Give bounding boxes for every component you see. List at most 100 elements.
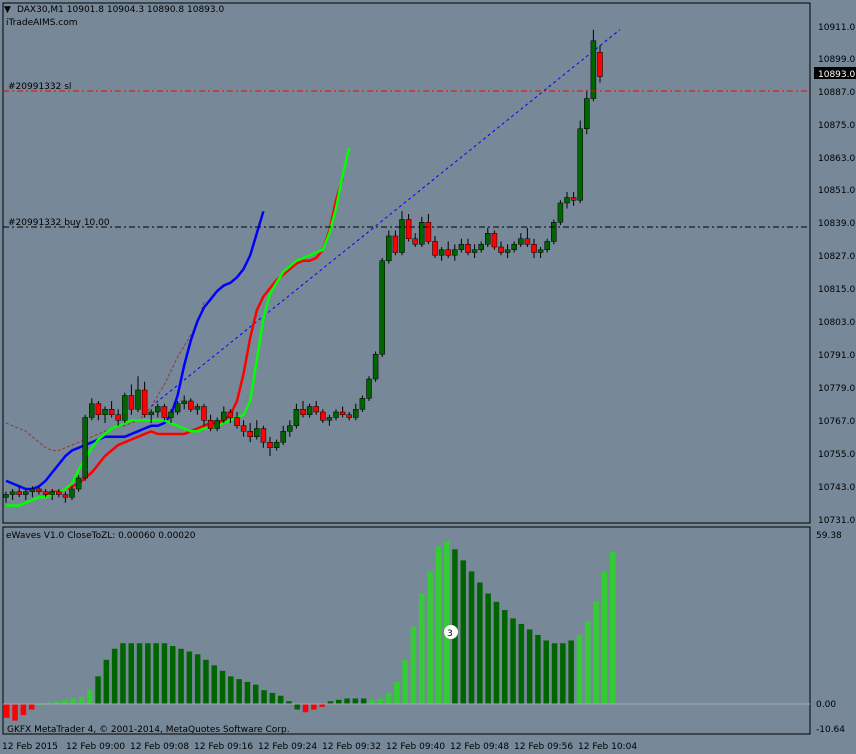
wave-bar <box>302 704 309 713</box>
candle-body <box>148 411 154 415</box>
wave-bar <box>62 699 68 704</box>
candle-body <box>333 411 339 418</box>
candles-layer[interactable] <box>3 29 603 503</box>
candle-body <box>544 241 550 250</box>
candle-body <box>9 491 16 495</box>
price-tick: 10743.0 <box>818 483 855 493</box>
candle-body <box>247 431 253 437</box>
candle-body <box>102 409 108 415</box>
candle-body <box>524 238 531 245</box>
candle-body <box>194 406 201 410</box>
wave-bar <box>543 640 549 704</box>
wave-bar <box>253 684 259 704</box>
candle-body <box>372 354 379 380</box>
candle-body <box>491 233 498 248</box>
wave-bar <box>377 698 383 704</box>
wave-bar <box>120 643 126 704</box>
candle-body <box>188 400 194 410</box>
wave-bar <box>485 593 491 704</box>
price-tick: 10755.0 <box>818 450 855 460</box>
wave-count-marker <box>444 625 458 639</box>
wave-bar <box>344 698 350 704</box>
candle-body <box>201 406 207 421</box>
wave-bar <box>45 702 51 704</box>
time-axis[interactable]: 12 Feb 2015 12 Feb 09:00 12 Feb 09:08 12… <box>2 742 637 752</box>
wave-bar <box>568 640 574 704</box>
candle-body <box>386 235 392 261</box>
candle-body <box>537 249 544 253</box>
candle-body <box>465 244 471 253</box>
candle-body <box>300 409 306 415</box>
price-tick: 10851.0 <box>818 186 855 196</box>
candle-body <box>141 389 148 415</box>
wave-bar <box>593 601 599 704</box>
candle-body <box>108 409 115 415</box>
time-tick: 12 Feb 09:00 <box>66 742 125 752</box>
candle-body <box>452 249 458 256</box>
wave-bar <box>4 704 10 718</box>
candle-body <box>293 409 300 426</box>
wave-bar <box>576 634 583 704</box>
candle-body <box>122 395 128 421</box>
wave-bar <box>211 665 217 704</box>
wave-bar <box>203 659 209 704</box>
candle-body <box>346 414 352 418</box>
time-tick: 12 Feb 09:24 <box>258 742 317 752</box>
wave-bar <box>286 701 292 704</box>
wave-bar <box>535 634 541 704</box>
wave-bar <box>311 704 317 710</box>
main-drawing-layer <box>5 29 621 507</box>
wave-count-label: 3 <box>447 629 453 639</box>
candle-body <box>62 494 69 498</box>
wave-bar <box>601 571 608 704</box>
wave-bar <box>410 626 417 704</box>
candle-body <box>597 52 603 77</box>
price-tick: 10779.0 <box>818 384 855 394</box>
candle-body <box>287 425 293 432</box>
wave-bar <box>111 648 118 704</box>
candle-body <box>504 249 511 253</box>
candle-body <box>379 260 385 355</box>
wave-bar <box>526 629 533 704</box>
ma-mid-line <box>45 177 344 496</box>
candle-body <box>326 417 333 421</box>
candle-body <box>128 395 135 410</box>
wave-bar <box>385 692 392 704</box>
wave-bar <box>236 679 242 704</box>
candle-body <box>227 411 234 418</box>
candle-body <box>3 494 9 498</box>
wave-bar <box>294 704 300 710</box>
candle-body <box>82 417 88 479</box>
main-panel-border <box>2 2 811 524</box>
price-tick: 10731.0 <box>818 516 855 526</box>
time-tick: 12 Feb 09:56 <box>514 742 573 752</box>
candle-body <box>419 222 425 245</box>
price-axis[interactable]: 10911.0 10899.0 10887.0 10875.0 10863.0 … <box>818 23 855 526</box>
wave-bar <box>560 643 566 704</box>
candle-body <box>155 406 161 413</box>
sl-label: #20991332 sl <box>8 82 71 92</box>
candle-body <box>221 411 227 421</box>
candle-body <box>313 406 319 413</box>
candle-body <box>181 400 187 404</box>
candle-body <box>498 246 504 253</box>
wave-bar <box>394 681 400 704</box>
candle-body <box>207 420 214 429</box>
wave-bar <box>12 704 18 721</box>
trend-line <box>150 29 621 407</box>
wave-bar <box>269 692 276 704</box>
wave-bar <box>103 659 110 704</box>
wave-bar <box>128 643 134 704</box>
wave-bar <box>319 704 325 707</box>
ma-long-line <box>5 301 205 451</box>
candle-body <box>445 249 451 256</box>
candle-body <box>36 488 42 492</box>
waves-layer[interactable] <box>3 541 810 721</box>
candle-body <box>89 403 95 418</box>
chart-menu-arrow-icon[interactable]: ▼ <box>4 5 11 15</box>
candle-body <box>56 491 62 495</box>
candle-body <box>16 491 22 495</box>
buy-label: #20991332 buy 10.00 <box>8 218 110 228</box>
indicator-max-label: 59.38 <box>816 531 842 541</box>
